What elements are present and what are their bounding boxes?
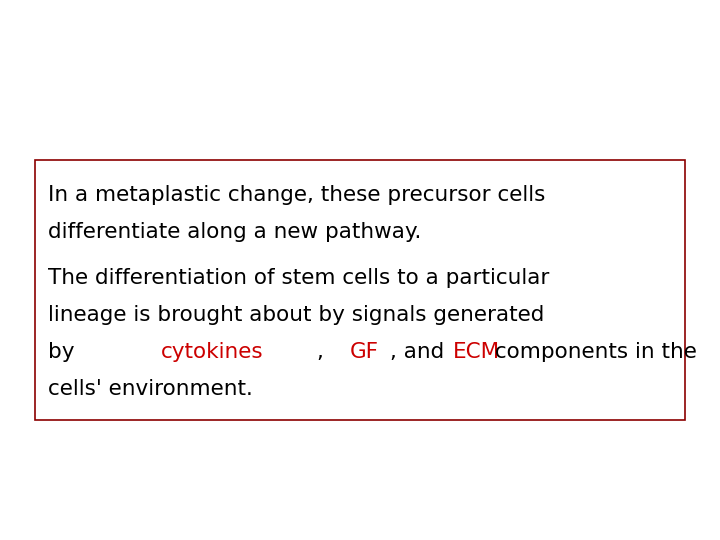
Text: lineage is brought about by signals generated: lineage is brought about by signals gene… [48, 305, 544, 325]
Text: In a metaplastic change, these precursor cells: In a metaplastic change, these precursor… [48, 185, 545, 205]
Text: , and: , and [390, 342, 451, 362]
Text: ,: , [317, 342, 330, 362]
Text: components in the: components in the [488, 342, 697, 362]
Text: The differentiation of stem cells to a particular: The differentiation of stem cells to a p… [48, 268, 549, 288]
Text: by: by [48, 342, 81, 362]
Text: differentiate along a new pathway.: differentiate along a new pathway. [48, 222, 421, 242]
Text: cytokines: cytokines [161, 342, 264, 362]
Text: ECM: ECM [454, 342, 500, 362]
Text: GF: GF [349, 342, 379, 362]
Text: cells' environment.: cells' environment. [48, 379, 253, 399]
